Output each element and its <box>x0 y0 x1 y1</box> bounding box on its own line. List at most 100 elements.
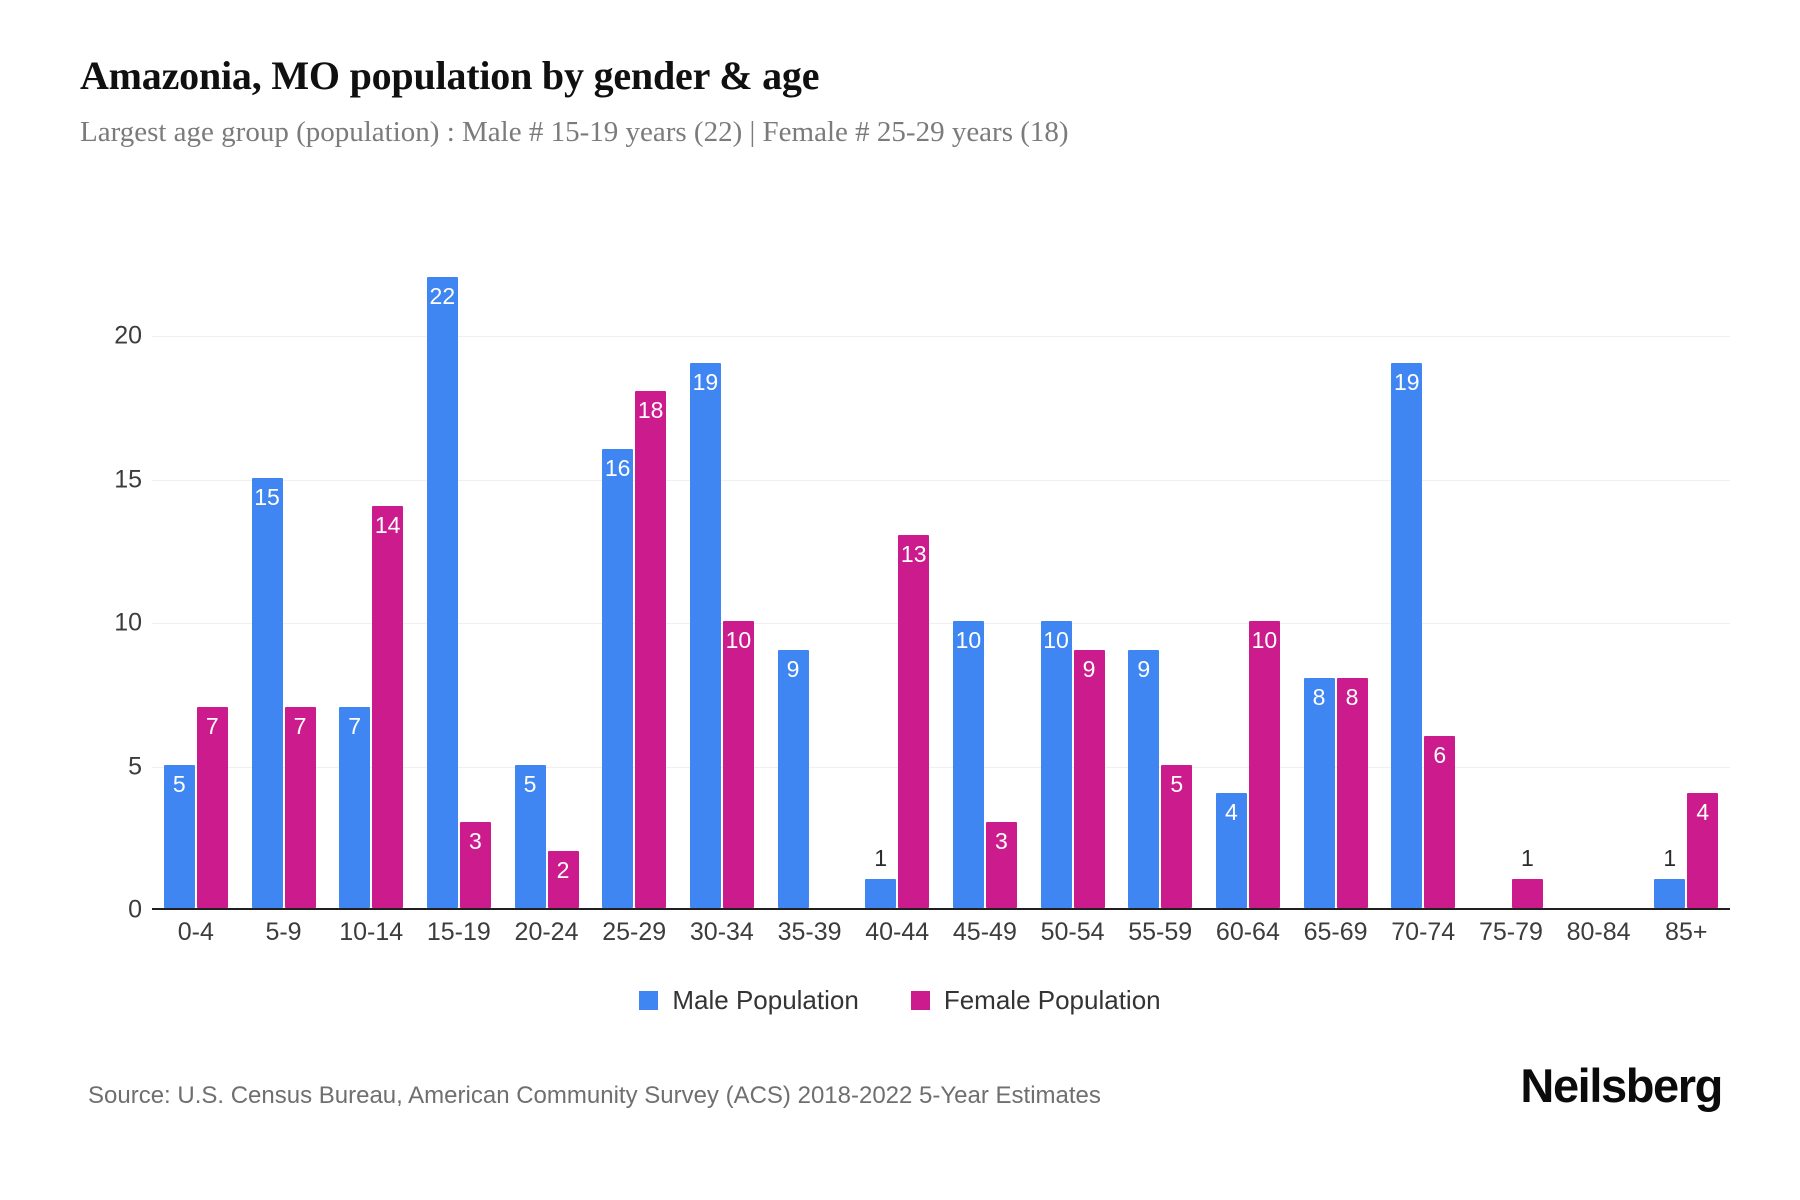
neilsberg-logo: Neilsberg <box>1520 1059 1723 1112</box>
x-axis-tick-label: 50-54 <box>1040 918 1105 946</box>
bar-female[interactable]: 13 <box>898 534 930 908</box>
bar-value-label: 16 <box>604 454 631 481</box>
bar-male[interactable]: 9 <box>1128 649 1160 908</box>
gridline <box>152 336 1730 338</box>
bar-female[interactable]: 7 <box>196 707 228 908</box>
bar-value-label: 19 <box>692 368 719 395</box>
bar-group: 22 3 <box>415 250 503 908</box>
bar-female[interactable]: 4 <box>1687 793 1719 908</box>
legend-item[interactable]: Female Population <box>910 985 1161 1016</box>
bar-value-label: 8 <box>1345 684 1359 711</box>
y-axis: 0 5 10 15 20 <box>80 250 142 924</box>
x-axis-tick-label: 5-9 <box>265 918 302 946</box>
bar-female[interactable]: 14 <box>372 506 404 908</box>
bar-group: 19 10 <box>678 250 766 908</box>
bar-group: 7 14 <box>327 250 415 908</box>
x-axis-tick-label: 75-79 <box>1478 918 1543 946</box>
bar-female[interactable]: 3 <box>985 821 1017 908</box>
bar-value-label: 10 <box>1043 627 1069 654</box>
bar-group: 16 18 <box>590 250 678 908</box>
x-axis-tick-label: 70-74 <box>1391 918 1456 946</box>
bar-female[interactable]: 6 <box>1424 735 1456 908</box>
bar-female[interactable]: 5 <box>1161 764 1193 908</box>
chart-legend: Male Population Female Population <box>0 985 1800 1016</box>
x-axis-tick-label: 35-39 <box>777 918 842 946</box>
x-axis-tick-label: 40-44 <box>865 918 930 946</box>
bar-value-label: 14 <box>374 512 401 539</box>
bar-value-label: 9 <box>1137 655 1151 682</box>
bar-value-label: 5 <box>523 770 537 797</box>
bar-value-label: 7 <box>348 713 362 740</box>
bar-male[interactable]: 22 <box>426 276 458 908</box>
bar-female[interactable]: 10 <box>1248 621 1280 908</box>
bar-value-label: 1 <box>1663 845 1677 872</box>
bar-male[interactable]: 10 <box>1040 621 1072 908</box>
bar-female[interactable]: 7 <box>284 707 316 908</box>
bar-male[interactable]: 5 <box>514 764 546 908</box>
x-axis-tick-label: 10-14 <box>339 918 404 946</box>
bar-male[interactable]: 19 <box>1391 362 1423 908</box>
x-axis-tick-label: 0-4 <box>177 918 214 946</box>
bar-value-label: 7 <box>205 713 219 740</box>
male-swatch-icon <box>639 991 659 1010</box>
plot-container: 0 5 10 15 20 5 7 15 7 7 14 22 3 5 2 16 18 19 10 9 1 13 10 3 10 9… <box>80 250 1730 924</box>
bar-group: 19 6 <box>1379 250 1467 908</box>
bar-female[interactable]: 2 <box>547 850 579 908</box>
bar-group: 1 13 <box>853 250 941 908</box>
bar-female[interactable]: 9 <box>1073 649 1105 908</box>
bar-value-label: 3 <box>994 827 1008 854</box>
gridline <box>152 766 1730 768</box>
bar-male[interactable]: 1 <box>865 845 897 908</box>
legend-label: Male Population <box>672 985 859 1015</box>
bar-female[interactable]: 10 <box>722 621 754 908</box>
plot-area: 5 7 15 7 7 14 22 3 5 2 16 18 19 10 9 1 13 10 3 10 9 9 5 4 10 8 8 19… <box>152 250 1730 910</box>
bar-male[interactable]: 15 <box>251 477 283 908</box>
bar-value-label: 2 <box>556 856 570 883</box>
bar-value-label: 8 <box>1312 684 1326 711</box>
y-axis-tick-label: 5 <box>128 752 142 781</box>
x-axis-tick-label: 45-49 <box>952 918 1017 946</box>
bar-value-label: 1 <box>1521 845 1534 872</box>
bar-male[interactable]: 8 <box>1303 678 1335 908</box>
bar-value-label: 19 <box>1393 368 1420 395</box>
female-swatch-icon <box>910 991 930 1010</box>
bar-value-label: 4 <box>1696 799 1710 826</box>
bar-group: 9 <box>766 250 854 908</box>
x-axis-tick-label: 15-19 <box>426 918 491 946</box>
bars-layer: 5 7 15 7 7 14 22 3 5 2 16 18 19 10 9 1 13 10 3 10 9 9 5 4 10 8 8 19… <box>152 250 1730 908</box>
bar-male[interactable]: 7 <box>339 707 371 908</box>
x-axis-tick-label: 80-84 <box>1566 918 1631 946</box>
bar-male[interactable]: 5 <box>163 764 195 908</box>
y-axis-tick-label: 20 <box>114 321 142 350</box>
bar-value-label: 10 <box>955 627 982 654</box>
bar-male[interactable]: 10 <box>952 621 984 908</box>
bar-female[interactable]: 1 <box>1511 845 1543 908</box>
x-axis-tick-label: 85+ <box>1665 918 1708 946</box>
bar-male[interactable]: 19 <box>689 362 721 908</box>
bar-male[interactable]: 9 <box>777 649 809 908</box>
bar-group: 10 9 <box>1029 250 1117 908</box>
bar-value-label: 4 <box>1224 799 1238 826</box>
gridline <box>152 479 1730 481</box>
bar-female[interactable]: 18 <box>635 391 667 908</box>
bar-female[interactable]: 3 <box>459 821 491 908</box>
bar-female[interactable]: 8 <box>1336 678 1368 908</box>
legend-item[interactable]: Male Population <box>639 985 859 1016</box>
x-axis-tick-label: 55-59 <box>1128 918 1193 946</box>
bar-male[interactable]: 4 <box>1215 793 1247 908</box>
x-axis: 0-4 5-9 10-14 15-19 20-24 25-29 30-34 35-39 40-4… <box>152 918 1730 947</box>
bar-value-label: 10 <box>1251 627 1278 654</box>
bar-value-label: 5 <box>1170 770 1184 797</box>
bar-value-label: 10 <box>725 627 752 654</box>
bar-value-label: 5 <box>172 770 186 797</box>
bar-group: 1 <box>1467 250 1555 908</box>
bar-male[interactable]: 1 <box>1654 845 1686 908</box>
bar-value-label: 13 <box>900 540 927 567</box>
bar-male[interactable]: 16 <box>602 448 634 908</box>
chart-subtitle: Largest age group (population) : Male # … <box>80 116 1069 149</box>
bar-group: 10 3 <box>941 250 1029 908</box>
